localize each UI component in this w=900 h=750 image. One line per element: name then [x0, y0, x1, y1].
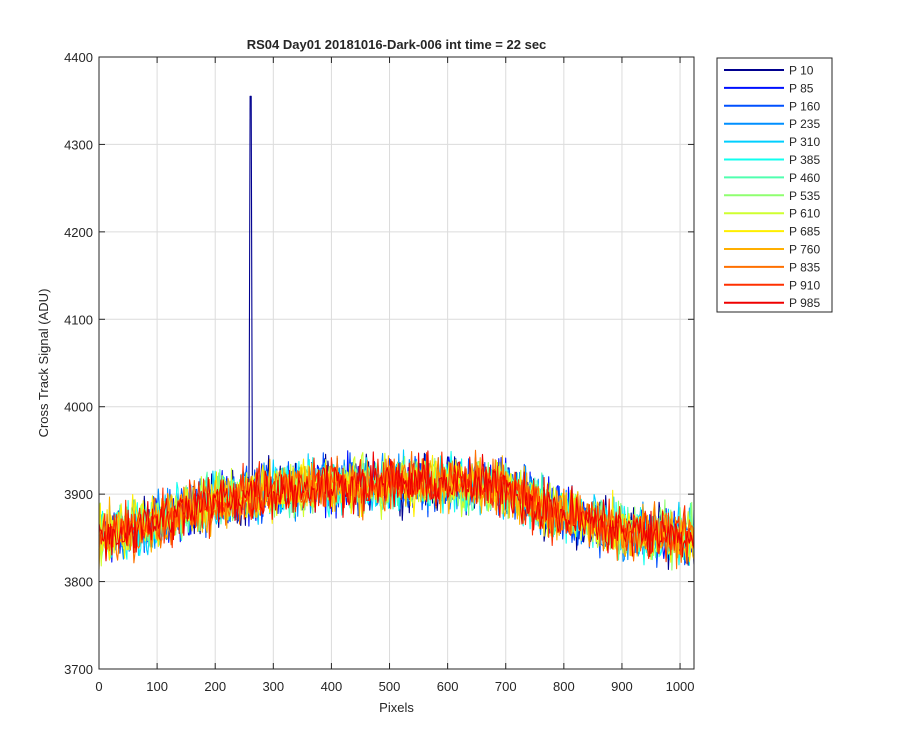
x-tick-label: 500 [379, 679, 401, 694]
x-tick-label: 1000 [666, 679, 695, 694]
x-tick-label: 100 [146, 679, 168, 694]
y-tick-label: 3900 [64, 487, 93, 502]
series-line-p-985 [98, 450, 695, 562]
y-tick-label: 4100 [64, 312, 93, 327]
legend: P 10 P 85 P 160 P 235 P 310 P 385 P 460 P 535 P … [716, 57, 833, 313]
x-tick-label: 600 [437, 679, 459, 694]
x-tick-label: 800 [553, 679, 575, 694]
legend-box [716, 57, 833, 313]
y-tick-label: 4000 [64, 400, 93, 415]
axis-ticks: 0 100 200 300 400 500 600 700 800 900 1000 3700 3800… [64, 50, 694, 694]
legend-label: P 760 [789, 243, 820, 257]
x-tick-label: 300 [262, 679, 284, 694]
legend-label: P 910 [789, 278, 820, 292]
legend-label: P 235 [789, 117, 820, 131]
chart-title: RS04 Day01 20181016-Dark-006 int time = … [247, 37, 547, 52]
legend-label: P 310 [789, 135, 820, 149]
y-tick-label: 4300 [64, 137, 93, 152]
x-tick-label: 900 [611, 679, 633, 694]
legend-label: P 610 [789, 207, 820, 221]
grid [99, 57, 694, 669]
x-tick-label: 0 [95, 679, 102, 694]
x-tick-label: 200 [204, 679, 226, 694]
x-tick-label: 700 [495, 679, 517, 694]
legend-label: P 685 [789, 225, 820, 239]
y-axis-label: Cross Track Signal (ADU) [36, 289, 51, 438]
legend-label: P 160 [789, 99, 820, 113]
legend-label: P 835 [789, 260, 820, 274]
x-tick-label: 400 [321, 679, 343, 694]
legend-label: P 85 [789, 81, 814, 95]
x-axis-label: Pixels [379, 700, 414, 715]
plot-area [99, 57, 694, 669]
legend-label: P 385 [789, 153, 820, 167]
legend-label: P 460 [789, 171, 820, 185]
series-lines [98, 95, 695, 571]
plot-frame [98, 56, 695, 670]
y-tick-label: 3700 [64, 662, 93, 677]
legend-label: P 985 [789, 296, 820, 310]
y-tick-label: 3800 [64, 575, 93, 590]
y-tick-label: 4400 [64, 50, 93, 65]
legend-label: P 10 [789, 64, 814, 78]
legend-label: P 535 [789, 189, 820, 203]
y-tick-label: 4200 [64, 225, 93, 240]
